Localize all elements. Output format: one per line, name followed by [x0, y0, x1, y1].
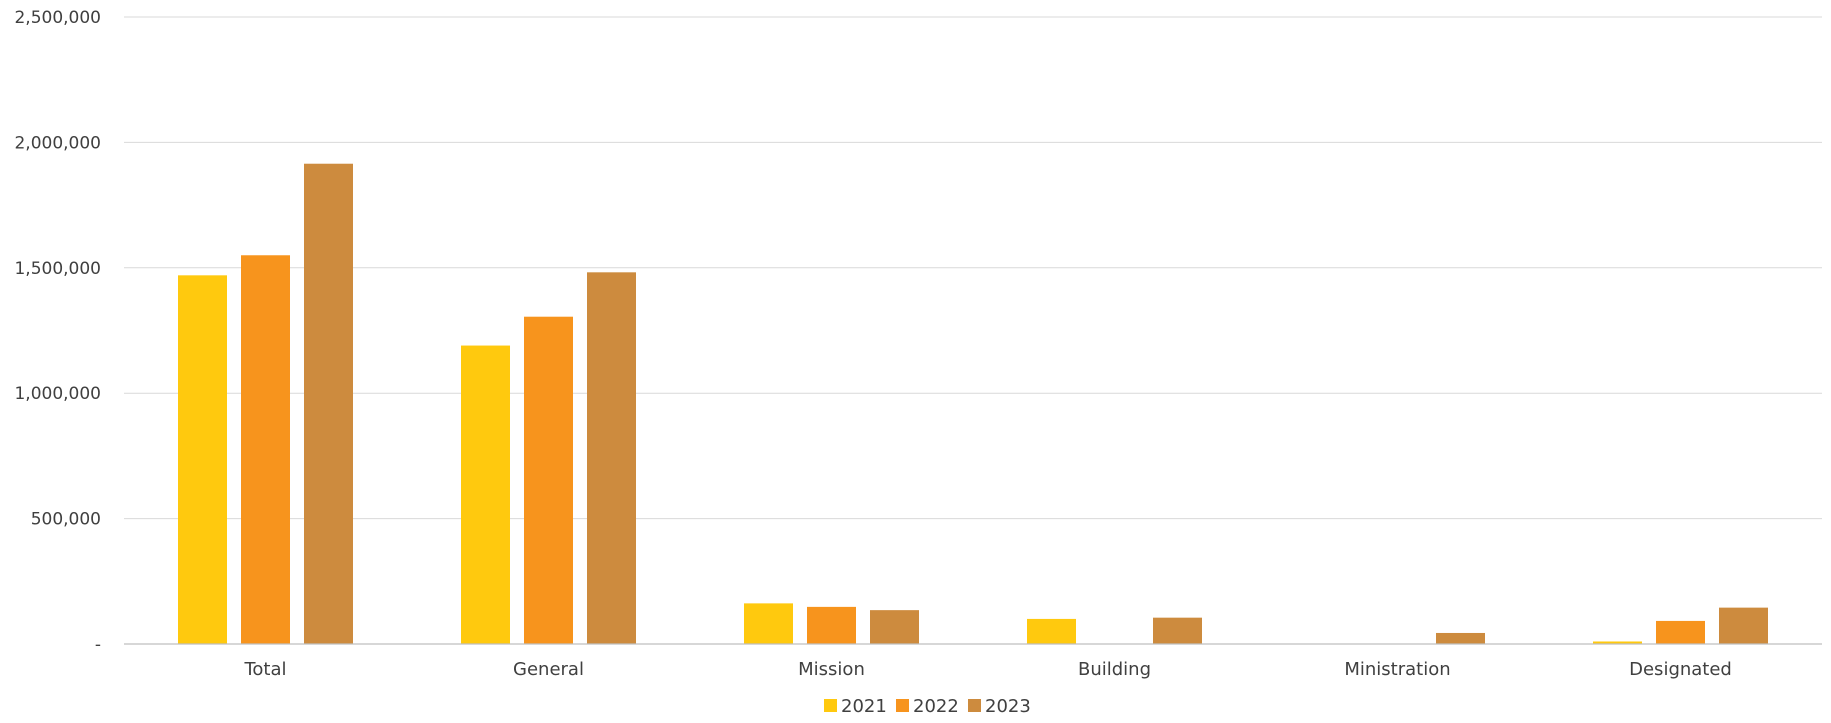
- x-tick-label: Designated: [1629, 659, 1732, 680]
- legend-swatch-2023: [968, 699, 981, 712]
- bar-2023-mission: [870, 610, 919, 644]
- x-tick-label: Ministration: [1344, 659, 1450, 680]
- x-tick-label: Mission: [798, 659, 865, 680]
- legend-swatch-2022: [896, 699, 909, 712]
- legend-swatch-2021: [824, 699, 837, 712]
- legend-label-2023: 2023: [985, 696, 1031, 717]
- legend: 2021 2022 2023: [824, 696, 1031, 717]
- x-tick-label: General: [513, 659, 584, 680]
- y-tick-label: -: [95, 635, 101, 655]
- x-tick-label: Total: [243, 659, 286, 680]
- y-axis-tick-labels: - 500,000 1,000,000 1,500,000 2,000,000 2,500…: [14, 8, 101, 655]
- bar-2022-designated: [1656, 620, 1705, 644]
- bar-2021-mission: [744, 603, 793, 644]
- bar-2023-general: [587, 272, 636, 644]
- bar-2023-building: [1153, 617, 1202, 644]
- y-tick-label: 1,000,000: [14, 384, 101, 404]
- y-tick-label: 2,500,000: [14, 8, 101, 28]
- bar-2022-mission: [807, 606, 856, 644]
- bar-2022-total: [241, 255, 290, 644]
- bars: [178, 163, 1768, 644]
- bar-2023-ministration: [1436, 632, 1485, 644]
- bar-2021-building: [1027, 618, 1076, 644]
- bar-2021-designated: [1593, 641, 1642, 644]
- x-tick-label: Building: [1078, 659, 1151, 680]
- bar-2021-total: [178, 275, 227, 644]
- legend-label-2022: 2022: [913, 696, 959, 717]
- bar-2022-general: [524, 316, 573, 644]
- bar-2021-general: [461, 345, 510, 644]
- bar-2023-total: [304, 163, 353, 644]
- y-tick-label: 500,000: [31, 510, 101, 530]
- y-tick-label: 1,500,000: [14, 259, 101, 279]
- gridlines: [124, 16, 1822, 520]
- legend-label-2021: 2021: [841, 696, 887, 717]
- x-axis-category-labels: Total General Mission Building Ministration D…: [243, 659, 1731, 680]
- bar-2023-designated: [1719, 607, 1768, 644]
- y-tick-label: 2,000,000: [14, 133, 101, 153]
